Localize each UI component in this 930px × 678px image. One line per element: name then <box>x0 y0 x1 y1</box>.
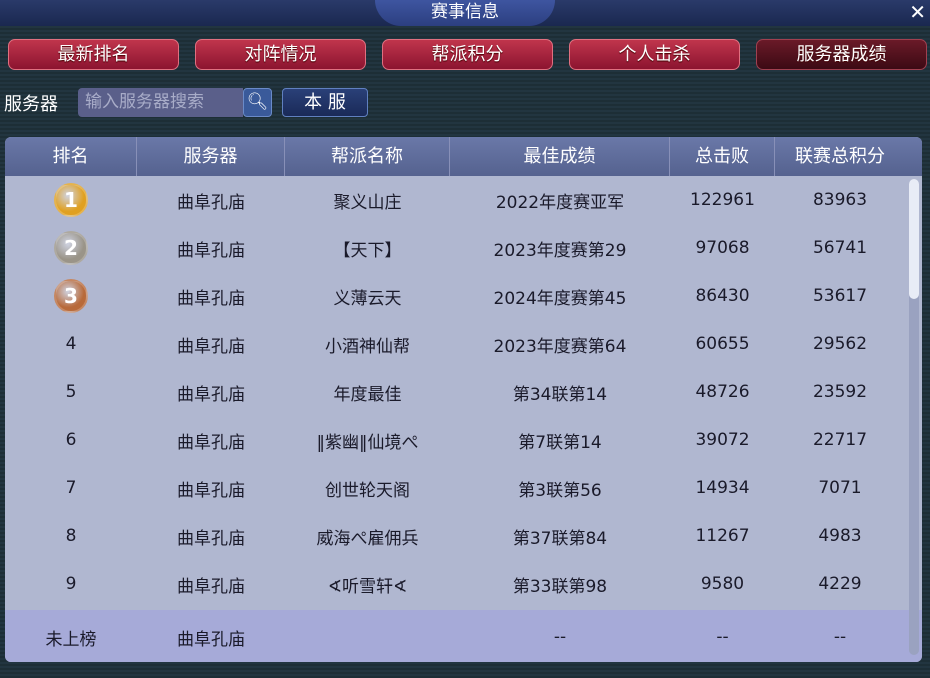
search-row: 服务器 输入服务器搜索 🔍︎ 本 服 <box>4 88 368 117</box>
cell-rank: 5 <box>65 382 77 402</box>
cell-points: 53617 <box>812 286 868 306</box>
table-row[interactable]: 1 曲阜孔庙 聚义山庄 2022年度赛亚军 122961 83963 <box>5 176 922 224</box>
close-icon[interactable]: ✕ <box>909 0 926 24</box>
cell-kills: 60655 <box>695 334 750 354</box>
table-row[interactable]: 3 曲阜孔庙 义薄云天 2024年度赛第45 86430 53617 <box>5 272 922 320</box>
cell-kills: -- <box>716 627 729 647</box>
cell-server: 曲阜孔庙 <box>177 528 245 549</box>
table-row[interactable]: 4 曲阜孔庙 小酒神仙帮 2023年度赛第64 60655 29562 <box>5 320 922 368</box>
cell-rank: 9 <box>65 574 77 594</box>
scrollbar[interactable] <box>909 179 919 655</box>
table-row[interactable]: 9 曲阜孔庙 ∢听雪轩∢ 第33联第98 9580 4229 <box>5 560 922 608</box>
server-label: 服务器 <box>4 93 58 115</box>
tab-guild-points[interactable]: 帮派积分 <box>382 39 553 70</box>
cell-best: 第34联第14 <box>512 384 608 405</box>
cell-rank: 8 <box>65 526 77 546</box>
cell-server: 曲阜孔庙 <box>177 288 245 309</box>
cell-server: 曲阜孔庙 <box>177 240 245 261</box>
local-server-button[interactable]: 本 服 <box>282 88 368 117</box>
cell-kills: 39072 <box>695 430 750 450</box>
cell-best: 2023年度赛第29 <box>493 240 627 261</box>
cell-points: 23592 <box>812 382 868 402</box>
table-row[interactable]: 5 曲阜孔庙 年度最佳 第34联第14 48726 23592 <box>5 368 922 416</box>
header-guild: 帮派名称 <box>285 137 450 176</box>
cell-kills: 86430 <box>695 286 750 306</box>
rank-medal-icon: 2 <box>54 231 88 265</box>
cell-points: 29562 <box>812 334 868 354</box>
cell-best: 第7联第14 <box>518 432 602 453</box>
cell-kills: 11267 <box>695 526 750 546</box>
cell-points: 83963 <box>812 190 868 210</box>
tab-personal-kills[interactable]: 个人击杀 <box>569 39 740 70</box>
cell-points: -- <box>833 627 847 647</box>
cell-points: 22717 <box>812 430 868 450</box>
cell-best: 2023年度赛第64 <box>493 336 627 357</box>
tab-bar: 最新排名 对阵情况 帮派积分 个人击杀 服务器成绩 <box>8 39 927 70</box>
my-server-row: 未上榜 曲阜孔庙 -- -- -- <box>5 610 922 662</box>
header-rank: 排名 <box>5 137 137 176</box>
server-search-input[interactable]: 输入服务器搜索 <box>78 88 243 117</box>
window-title: 赛事信息 <box>375 0 555 26</box>
table-row[interactable]: 7 曲阜孔庙 创世轮天阁 第3联第56 14934 7071 <box>5 464 922 512</box>
cell-rank: 1 <box>5 183 137 217</box>
cell-guild: 聚义山庄 <box>333 192 402 213</box>
cell-server: 曲阜孔庙 <box>177 629 245 650</box>
header-best: 最佳成绩 <box>450 137 670 176</box>
cell-kills: 122961 <box>690 190 755 210</box>
rank-medal-icon: 1 <box>54 183 88 217</box>
scrollbar-thumb[interactable] <box>909 179 919 299</box>
cell-rank: 7 <box>65 478 77 498</box>
header-server: 服务器 <box>137 137 285 176</box>
cell-rank: 6 <box>65 430 77 450</box>
cell-points: 7071 <box>818 478 862 498</box>
cell-server: 曲阜孔庙 <box>177 384 245 405</box>
cell-guild: 威海ぺ雇佣兵 <box>316 528 419 549</box>
header-points: 联赛总积分 <box>795 146 885 167</box>
cell-guild: 义薄云天 <box>333 288 402 309</box>
cell-guild: 【天下】 <box>333 240 402 261</box>
rank-medal-icon: 3 <box>54 279 88 313</box>
table-row[interactable]: 8 曲阜孔庙 威海ぺ雇佣兵 第37联第84 11267 4983 <box>5 512 922 560</box>
table-header: 排名 服务器 帮派名称 最佳成绩 总击败 联赛总积分 <box>5 137 922 176</box>
cell-best: 第3联第56 <box>518 480 602 501</box>
cell-server: 曲阜孔庙 <box>177 576 245 597</box>
cell-points: 56741 <box>812 238 868 258</box>
table-row[interactable]: 2 曲阜孔庙 【天下】 2023年度赛第29 97068 56741 <box>5 224 922 272</box>
table-row[interactable]: 6 曲阜孔庙 ‖紫幽‖仙境ぺ 第7联第14 39072 22717 <box>5 416 922 464</box>
cell-kills: 97068 <box>695 238 750 258</box>
cell-best: 第37联第84 <box>512 528 608 549</box>
tab-latest-ranking[interactable]: 最新排名 <box>8 39 179 70</box>
cell-server: 曲阜孔庙 <box>177 192 245 213</box>
cell-server: 曲阜孔庙 <box>177 480 245 501</box>
results-table: 排名 服务器 帮派名称 最佳成绩 总击败 联赛总积分 1 曲阜孔庙 聚义山庄 2022… <box>5 137 922 662</box>
cell-best: 第33联第98 <box>512 576 608 597</box>
cell-rank: 未上榜 <box>45 629 97 650</box>
cell-guild: 创世轮天阁 <box>325 480 410 501</box>
cell-guild: ‖紫幽‖仙境ぺ <box>316 432 419 453</box>
cell-guild: 小酒神仙帮 <box>325 336 410 357</box>
cell-best: 2022年度赛亚军 <box>495 192 625 213</box>
cell-rank: 4 <box>65 334 77 354</box>
cell-rank: 3 <box>5 279 137 313</box>
cell-kills: 9580 <box>700 574 745 594</box>
cell-best: 2024年度赛第45 <box>493 288 627 309</box>
search-icon[interactable]: 🔍︎ <box>243 88 272 117</box>
cell-server: 曲阜孔庙 <box>177 432 245 453</box>
cell-kills: 14934 <box>695 478 750 498</box>
cell-guild: ∢听雪轩∢ <box>327 576 408 597</box>
tab-matchups[interactable]: 对阵情况 <box>195 39 366 70</box>
cell-rank: 2 <box>5 231 137 265</box>
cell-best: -- <box>553 627 567 647</box>
cell-points: 4983 <box>818 526 862 546</box>
cell-points: 4229 <box>818 574 862 594</box>
cell-server: 曲阜孔庙 <box>177 336 245 357</box>
header-kills: 总击败 <box>670 137 775 176</box>
tab-server-results[interactable]: 服务器成绩 <box>756 39 927 70</box>
cell-guild: 年度最佳 <box>333 384 402 405</box>
cell-kills: 48726 <box>695 382 750 402</box>
